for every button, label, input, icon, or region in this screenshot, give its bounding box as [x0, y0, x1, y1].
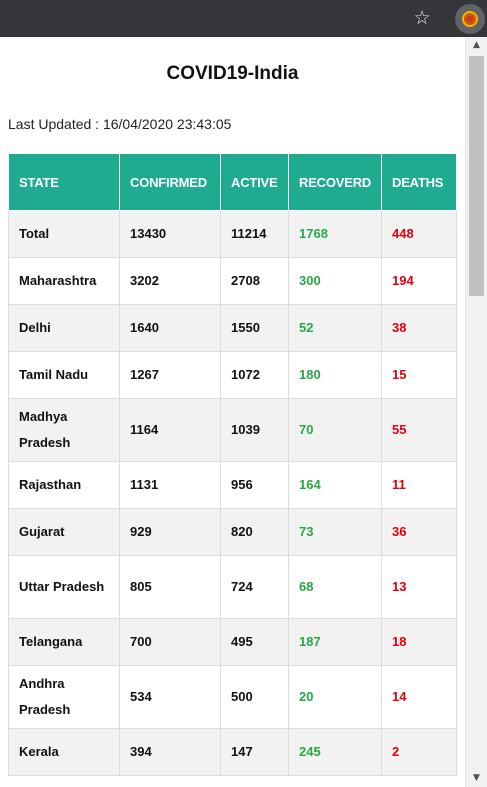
- state-cell: Madhya Pradesh: [8, 398, 120, 462]
- deaths-cell: 18: [381, 618, 457, 666]
- active-cell: 820: [220, 508, 289, 556]
- browser-toolbar: ☆: [0, 0, 487, 37]
- active-cell: 956: [220, 461, 289, 509]
- confirmed-cell: 1164: [119, 398, 221, 462]
- active-cell: 495: [220, 618, 289, 666]
- active-cell: 147: [220, 728, 289, 776]
- state-cell: Kerala: [8, 728, 120, 776]
- recovered-cell: 187: [288, 618, 382, 666]
- table-row: Tamil Nadu 1267 1072 180 15: [8, 351, 457, 399]
- covid-stats-table: STATE CONFIRMED ACTIVE RECOVERD DEATHS T…: [8, 153, 457, 776]
- scrollbar-thumb[interactable]: [469, 56, 484, 296]
- state-cell: Telangana: [8, 618, 120, 666]
- last-updated-text: Last Updated : 16/04/2020 23:43:05: [8, 116, 232, 132]
- active-cell: 1550: [220, 304, 289, 352]
- active-cell: 2708: [220, 257, 289, 305]
- recovered-cell: 164: [288, 461, 382, 509]
- state-cell: Maharashtra: [8, 257, 120, 305]
- recovered-cell: 70: [288, 398, 382, 462]
- header-deaths: DEATHS: [381, 153, 457, 211]
- state-cell: Tamil Nadu: [8, 351, 120, 399]
- state-cell: Total: [8, 210, 120, 258]
- deaths-cell: 2: [381, 728, 457, 776]
- deaths-cell: 15: [381, 351, 457, 399]
- confirmed-cell: 13430: [119, 210, 221, 258]
- confirmed-cell: 700: [119, 618, 221, 666]
- state-cell: Uttar Pradesh: [8, 555, 120, 619]
- page-title: COVID19-India: [166, 63, 299, 84]
- deaths-cell: 55: [381, 398, 457, 462]
- state-cell: Delhi: [8, 304, 120, 352]
- recovered-cell: 68: [288, 555, 382, 619]
- active-cell: 1039: [220, 398, 289, 462]
- recovered-cell: 1768: [288, 210, 382, 258]
- confirmed-cell: 1131: [119, 461, 221, 509]
- recovered-cell: 73: [288, 508, 382, 556]
- state-cell: Gujarat: [8, 508, 120, 556]
- table-row: Gujarat 929 820 73 36: [8, 508, 457, 556]
- active-cell: 724: [220, 555, 289, 619]
- deaths-cell: 194: [381, 257, 457, 305]
- table-row: Uttar Pradesh 805 724 68 13: [8, 555, 457, 619]
- table-row: Rajasthan 1131 956 164 11: [8, 461, 457, 509]
- confirmed-cell: 394: [119, 728, 221, 776]
- bookmark-star-icon[interactable]: ☆: [413, 7, 431, 29]
- deaths-cell: 13: [381, 555, 457, 619]
- table-row: Delhi 1640 1550 52 38: [8, 304, 457, 352]
- table-row: Madhya Pradesh 1164 1039 70 55: [8, 398, 457, 462]
- header-recovered: RECOVERD: [288, 153, 382, 211]
- vertical-scrollbar[interactable]: ▲ ▼: [465, 37, 487, 787]
- recovered-cell: 245: [288, 728, 382, 776]
- table-row: Maharashtra 3202 2708 300 194: [8, 257, 457, 305]
- active-cell: 500: [220, 665, 289, 729]
- header-confirmed: CONFIRMED: [119, 153, 221, 211]
- table-row: Total 13430 11214 1768 448: [8, 210, 457, 258]
- deaths-cell: 14: [381, 665, 457, 729]
- scroll-up-arrow-icon[interactable]: ▲: [473, 40, 480, 50]
- recovered-cell: 300: [288, 257, 382, 305]
- deaths-cell: 38: [381, 304, 457, 352]
- table-header-row: STATE CONFIRMED ACTIVE RECOVERD DEATHS: [8, 153, 457, 211]
- extension-icon[interactable]: [455, 4, 485, 34]
- recovered-cell: 180: [288, 351, 382, 399]
- confirmed-cell: 1267: [119, 351, 221, 399]
- confirmed-cell: 534: [119, 665, 221, 729]
- table-row: Telangana 700 495 187 18: [8, 618, 457, 666]
- recovered-cell: 20: [288, 665, 382, 729]
- deaths-cell: 36: [381, 508, 457, 556]
- header-state: STATE: [8, 153, 120, 211]
- deaths-cell: 11: [381, 461, 457, 509]
- state-cell: Andhra Pradesh: [8, 665, 120, 729]
- active-cell: 1072: [220, 351, 289, 399]
- confirmed-cell: 929: [119, 508, 221, 556]
- confirmed-cell: 3202: [119, 257, 221, 305]
- confirmed-cell: 1640: [119, 304, 221, 352]
- active-cell: 11214: [220, 210, 289, 258]
- deaths-cell: 448: [381, 210, 457, 258]
- state-cell: Rajasthan: [8, 461, 120, 509]
- page-viewport: COVID19-India Last Updated : 16/04/2020 …: [0, 37, 465, 787]
- scroll-down-arrow-icon[interactable]: ▼: [473, 773, 480, 783]
- confirmed-cell: 805: [119, 555, 221, 619]
- table-row: Andhra Pradesh 534 500 20 14: [8, 665, 457, 729]
- table-row: Kerala 394 147 245 2: [8, 728, 457, 776]
- header-active: ACTIVE: [220, 153, 289, 211]
- recovered-cell: 52: [288, 304, 382, 352]
